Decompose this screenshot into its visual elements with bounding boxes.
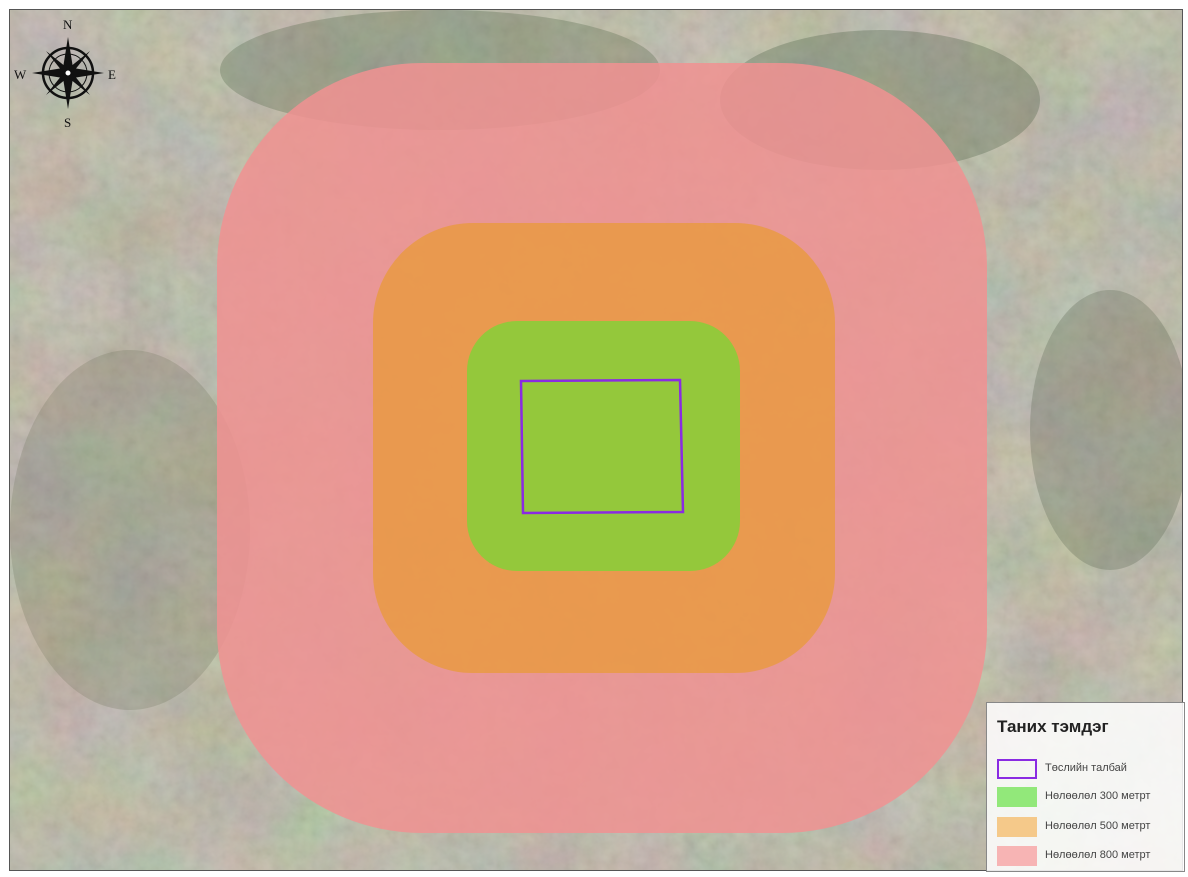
compass-west-label: W xyxy=(14,67,27,82)
terrain-dark-patch xyxy=(1030,290,1182,570)
compass-rose-icon xyxy=(32,37,104,109)
terrain-dark-patch xyxy=(10,350,250,710)
zone-300-swatch xyxy=(997,787,1037,807)
compass-east-label: E xyxy=(108,67,116,82)
legend-item-label: Төслийн талбай xyxy=(1045,762,1127,774)
legend-item-label: Нөлөөлөл 500 метрт xyxy=(1045,820,1151,832)
legend-item-label: Нөлөөлөл 800 метрт xyxy=(1045,849,1151,861)
compass-south-label: S xyxy=(64,115,71,130)
site-boundary[interactable] xyxy=(519,378,685,515)
zone-300[interactable] xyxy=(467,321,740,571)
zone-800-swatch xyxy=(997,846,1037,866)
site-boundary-swatch xyxy=(997,759,1037,779)
legend-item-label: Нөлөөлөл 300 метрт xyxy=(1045,790,1151,802)
map-legend: Таних тэмдэг Төслийн талбай Нөлөөлөл 300… xyxy=(986,702,1185,872)
zone-500-swatch xyxy=(997,817,1037,837)
legend-title: Таних тэмдэг xyxy=(997,717,1109,736)
compass-north-label: N xyxy=(63,17,73,32)
